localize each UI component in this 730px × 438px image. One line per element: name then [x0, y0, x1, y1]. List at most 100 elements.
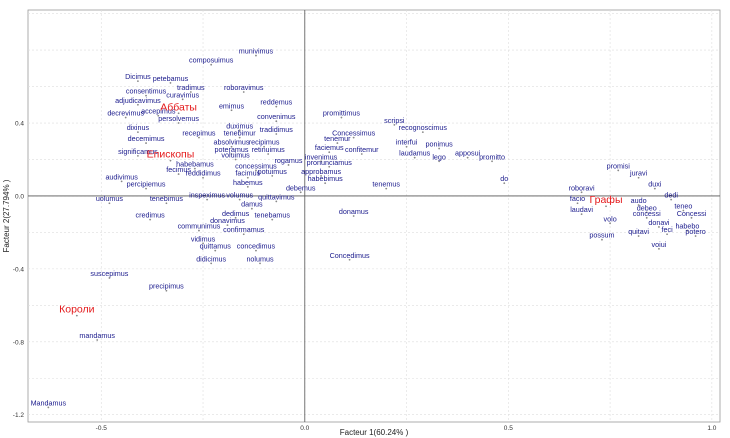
data-point — [137, 154, 139, 157]
point-label: approbamus — [301, 167, 341, 176]
point-label: duxi — [648, 180, 662, 189]
data-point — [413, 156, 416, 159]
point-label: volo — [604, 214, 617, 223]
data-point — [108, 202, 111, 205]
group-labels: Аббаты Епископы Графы Короли — [59, 101, 622, 315]
point-label: precipimus — [149, 282, 184, 291]
group-label: Короли — [59, 304, 95, 316]
point-label: interfui — [396, 138, 418, 147]
data-point — [348, 258, 351, 261]
data-point — [202, 176, 204, 179]
data-point — [609, 222, 611, 225]
data-point — [287, 164, 290, 166]
data-point — [145, 187, 147, 190]
data-point — [238, 198, 241, 201]
data-point — [336, 142, 339, 144]
point-label: tradidimus — [260, 125, 294, 134]
point-label: faciemus — [315, 143, 344, 152]
data-point — [214, 249, 217, 252]
x-tick-label: -0.5 — [96, 425, 108, 432]
data-point — [189, 91, 192, 93]
point-label: teneo — [674, 202, 692, 211]
data-point — [234, 158, 237, 161]
data-point — [120, 180, 123, 183]
group-point — [605, 205, 607, 208]
point-label: concessi — [633, 209, 661, 218]
point-label: tenebimus — [150, 194, 184, 203]
data-point — [637, 176, 640, 179]
data-point — [255, 249, 257, 252]
x-axis-label: Facteur 1(60.24% ) — [340, 428, 409, 437]
data-point — [145, 142, 147, 144]
point-label: confirmamus — [223, 225, 265, 234]
data-point — [328, 151, 331, 154]
point-label: communimus — [178, 222, 221, 231]
data-point — [165, 289, 168, 292]
point-label: promittimus — [323, 109, 361, 118]
group-label: Епископы — [147, 149, 195, 161]
point-label: retinuimus — [252, 145, 286, 154]
point-label: Dicimus — [125, 72, 151, 81]
data-point — [226, 224, 229, 227]
point-label: absolvimus — [214, 138, 250, 147]
data-point — [230, 153, 233, 155]
point-label: didicimus — [196, 254, 226, 263]
point-label: promisi — [607, 161, 631, 170]
data-point — [234, 216, 237, 219]
point-label: possum — [589, 231, 614, 240]
data-point — [421, 131, 424, 134]
point-label: tenemus — [372, 180, 400, 189]
point-label: emimus — [219, 101, 245, 110]
data-point — [165, 202, 168, 205]
point-label: facimus — [235, 169, 260, 178]
point-label: tenemur — [324, 134, 351, 143]
data-point — [299, 191, 302, 194]
point-label: debemus — [286, 183, 316, 192]
data-point — [259, 262, 261, 265]
data-point — [108, 277, 111, 279]
zero-axes — [28, 10, 720, 422]
point-label: dedimus — [222, 209, 250, 218]
data-point — [466, 156, 469, 159]
point-label: consentimus — [126, 87, 167, 96]
point-label: significamus — [118, 147, 158, 156]
data-point — [230, 109, 233, 112]
data-point — [405, 145, 408, 148]
y-tick-label: -1.2 — [13, 412, 25, 419]
data-point — [202, 242, 204, 245]
data-point — [255, 54, 257, 57]
data-point — [653, 187, 656, 190]
point-label: quittavimus — [258, 192, 295, 201]
y-tick-label: 0.4 — [15, 121, 24, 128]
point-label: credimus — [136, 211, 166, 220]
data-point — [438, 147, 441, 150]
point-label: duximus — [226, 121, 253, 130]
data-point — [263, 145, 265, 148]
data-point — [206, 198, 209, 201]
data-point — [96, 339, 99, 341]
point-label: nolumus — [246, 254, 274, 263]
point-label: concedimus — [237, 242, 276, 251]
point-label: decemimus — [128, 134, 165, 143]
point-label: accepimus — [141, 107, 176, 116]
point-label: potuimus — [258, 167, 288, 176]
point-label: pronunciamus — [307, 158, 353, 167]
data-point — [637, 204, 640, 206]
data-point — [686, 229, 689, 232]
point-label: suscepimus — [90, 269, 128, 278]
point-label: poteramus — [215, 145, 249, 154]
point-label: persolvemus — [158, 114, 199, 123]
data-point — [275, 105, 278, 108]
data-point — [177, 122, 180, 124]
data-point — [210, 63, 213, 66]
data-point — [181, 98, 184, 101]
y-axis-label: Facteur 2(27.794% ) — [2, 179, 11, 252]
y-tick-label: -0.8 — [13, 339, 25, 346]
point-labels: composuimus munivimus Dicimus petebamus cons… — [31, 47, 707, 408]
data-point — [193, 167, 196, 170]
point-label: inspeximus — [189, 191, 225, 200]
point-label: feci — [661, 225, 673, 234]
point-label: roboravimus — [224, 83, 264, 92]
point-label: laudamus — [399, 149, 431, 158]
